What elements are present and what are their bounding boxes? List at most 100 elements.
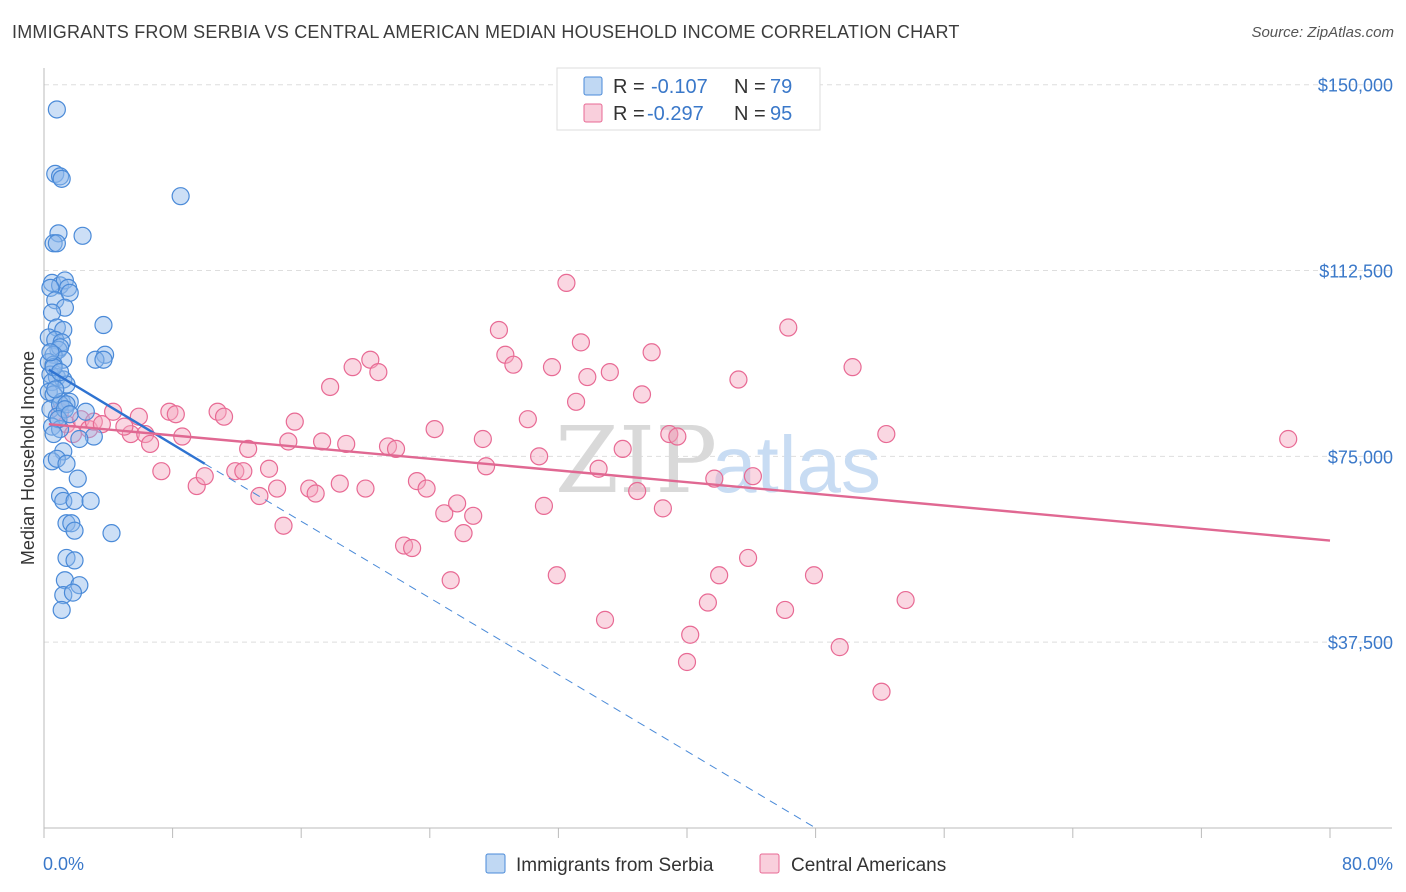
scatter-point bbox=[70, 576, 89, 595]
y-tick-label: $112,500 bbox=[1319, 262, 1393, 282]
scatter-point bbox=[239, 439, 258, 459]
series-immigrants-from-serbia bbox=[39, 100, 190, 620]
scatter-point bbox=[775, 600, 795, 620]
legend-n-serbia: 79 bbox=[770, 76, 792, 98]
scatter-point bbox=[454, 524, 473, 543]
scatter-point bbox=[1279, 429, 1298, 449]
scatter-point bbox=[628, 481, 647, 501]
scatter-point bbox=[547, 566, 566, 585]
correlation-legend: R = -0.107 N = 79 R = -0.297 N = 95 bbox=[556, 67, 821, 131]
scatter-point bbox=[896, 590, 915, 610]
bottom-legend-swatch-central bbox=[759, 853, 780, 874]
scatter-point bbox=[44, 424, 63, 444]
scatter-point bbox=[642, 343, 661, 362]
scatter-point bbox=[57, 454, 76, 473]
scatter-point bbox=[530, 447, 549, 466]
bottom-legend-label-central: Central Americans bbox=[791, 855, 946, 876]
scatter-point bbox=[94, 315, 113, 335]
trend-line-serbia-extension bbox=[204, 463, 816, 829]
scatter-point bbox=[668, 427, 687, 446]
scatter-point bbox=[214, 407, 234, 426]
scatter-point bbox=[653, 499, 672, 518]
scatter-point bbox=[489, 320, 509, 340]
scatter-point bbox=[779, 318, 798, 337]
scatter-point bbox=[448, 494, 467, 513]
scatter-point bbox=[94, 350, 113, 369]
scatter-point bbox=[47, 449, 66, 468]
y-tick-label: $37,500 bbox=[1328, 633, 1393, 653]
scatter-point bbox=[557, 273, 576, 293]
scatter-point bbox=[681, 625, 700, 644]
scatter-point bbox=[743, 467, 763, 486]
scatter-point bbox=[877, 424, 896, 444]
scatter-point bbox=[738, 548, 758, 568]
scatter-point bbox=[52, 600, 71, 620]
scatter-point bbox=[632, 385, 652, 404]
scatter-point bbox=[73, 226, 92, 245]
legend-swatch-central bbox=[583, 103, 603, 123]
legend-n-label-serbia: N = bbox=[734, 76, 766, 98]
scatter-point bbox=[571, 333, 591, 352]
scatter-point bbox=[518, 410, 537, 429]
legend-swatch-serbia bbox=[583, 76, 603, 96]
scatter-point bbox=[804, 566, 824, 585]
bottom-legend-label-serbia: Immigrants from Serbia bbox=[516, 855, 714, 876]
trend-line-serbia bbox=[48, 368, 206, 465]
scatter-point bbox=[504, 355, 523, 374]
axes bbox=[43, 68, 1392, 838]
scatter-point bbox=[41, 343, 60, 362]
scatter-point bbox=[566, 392, 586, 411]
scatter-point bbox=[425, 419, 444, 439]
scatter-point bbox=[578, 367, 597, 387]
scatter-point bbox=[46, 380, 65, 399]
chart-title: IMMIGRANTS FROM SERBIA VS CENTRAL AMERIC… bbox=[12, 22, 960, 42]
scatter-point bbox=[403, 538, 422, 558]
scatter-point bbox=[337, 434, 356, 454]
scatter-point bbox=[600, 363, 619, 382]
scatter-point bbox=[677, 652, 697, 672]
scatter-point bbox=[417, 479, 436, 498]
scatter-point bbox=[121, 424, 140, 444]
scatter-point bbox=[369, 363, 388, 382]
watermark: ZIP atlas bbox=[555, 407, 881, 514]
scatter-point bbox=[152, 462, 171, 481]
scatter-point bbox=[542, 358, 562, 377]
scatter-point bbox=[267, 479, 287, 498]
scatter-point bbox=[872, 682, 891, 701]
scatter-point bbox=[613, 439, 632, 459]
scatter-point bbox=[104, 402, 123, 421]
scatter-point bbox=[70, 429, 89, 449]
scatter-point bbox=[234, 462, 253, 481]
scatter-point bbox=[705, 469, 724, 488]
scatter-point bbox=[65, 491, 84, 511]
x-tick-label-min: 0.0% bbox=[43, 854, 84, 874]
scatter-point bbox=[259, 459, 279, 478]
trend-line-central bbox=[48, 422, 1331, 542]
scatter-point bbox=[330, 474, 349, 493]
scatter-point bbox=[321, 377, 340, 397]
trend-lines bbox=[48, 368, 1331, 829]
legend-r-label-serbia: R = bbox=[613, 76, 645, 98]
scatter-point bbox=[343, 358, 362, 377]
y-tick-label: $150,000 bbox=[1318, 76, 1393, 96]
scatter-point bbox=[843, 358, 862, 377]
scatter-point bbox=[464, 506, 483, 525]
legend-n-central: 95 bbox=[770, 103, 792, 125]
scatter-point bbox=[171, 187, 190, 206]
legend-n-label-central: N = bbox=[734, 103, 766, 125]
scatter-point bbox=[476, 457, 496, 476]
watermark-zip: ZIP bbox=[555, 407, 717, 514]
scatter-point bbox=[356, 479, 375, 498]
scatter-point bbox=[710, 566, 729, 585]
scatter-point bbox=[166, 405, 185, 424]
scatter-point bbox=[42, 452, 62, 471]
scatter-point bbox=[386, 439, 406, 459]
scatter-point bbox=[52, 169, 71, 188]
scatter-point bbox=[473, 429, 492, 449]
y-tick-labels: $37,500 $75,000 $112,500 $150,000 bbox=[1318, 76, 1393, 653]
scatter-point bbox=[65, 551, 84, 570]
scatter-point bbox=[50, 486, 70, 506]
scatter-point bbox=[63, 583, 83, 602]
scatter-point bbox=[140, 434, 160, 454]
